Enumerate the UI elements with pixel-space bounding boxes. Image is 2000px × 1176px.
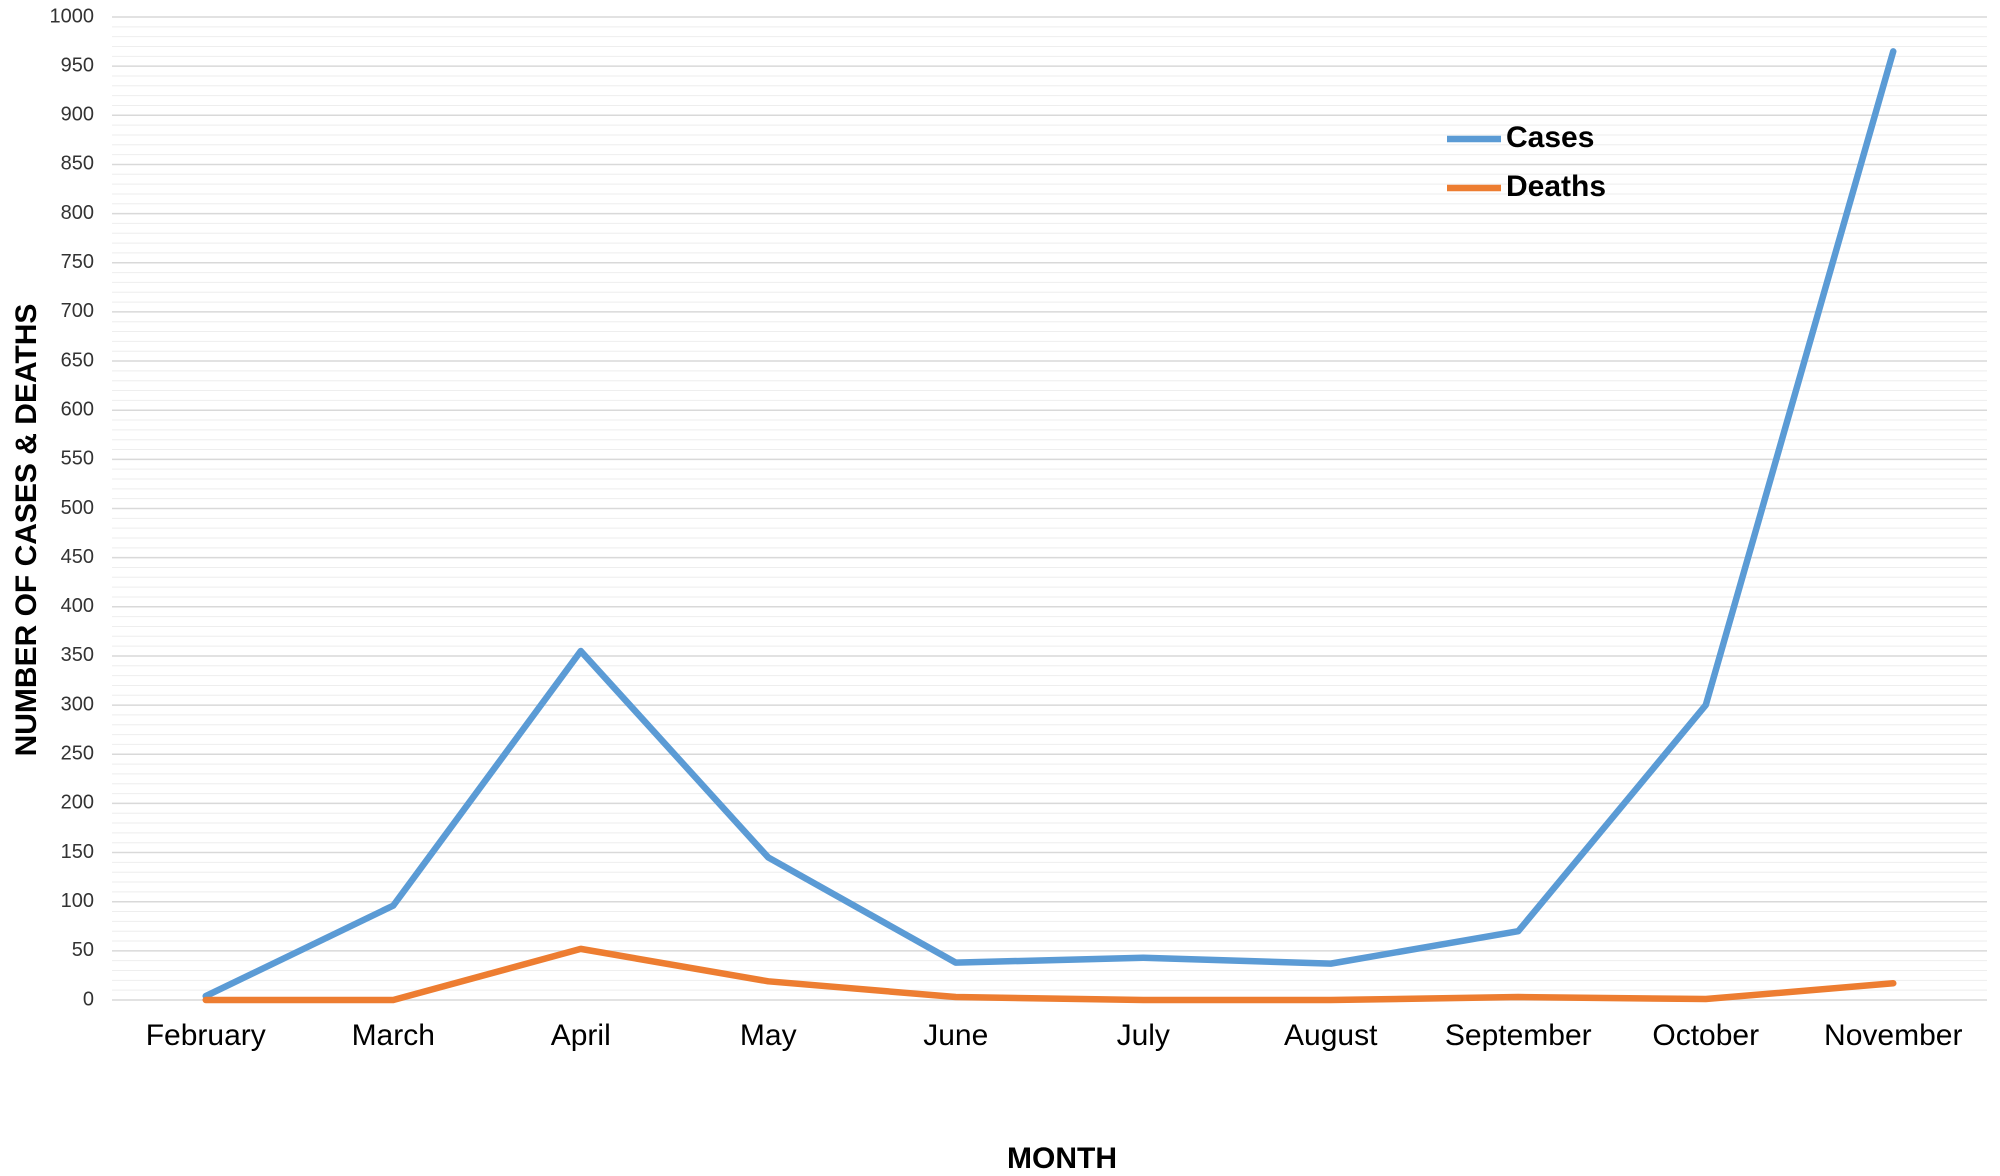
y-tick-label: 900 <box>61 104 94 126</box>
x-tick-label: July <box>1117 1019 1170 1052</box>
x-tick-label: March <box>352 1019 435 1052</box>
y-tick-label: 300 <box>61 693 94 715</box>
legend-label: Deaths <box>1506 170 1606 203</box>
y-axis-title: NUMBER OF CASES & DEATHS <box>10 304 43 757</box>
y-tick-label: 200 <box>61 792 94 814</box>
y-tick-label: 950 <box>61 54 94 76</box>
x-tick-label: June <box>923 1019 988 1052</box>
y-tick-label: 450 <box>61 546 94 568</box>
x-tick-label: August <box>1284 1019 1378 1052</box>
x-axis-title: MONTH <box>1007 1142 1117 1175</box>
x-tick-label: November <box>1824 1019 1962 1052</box>
y-tick-label: 150 <box>61 841 94 863</box>
y-tick-label: 400 <box>61 595 94 617</box>
y-tick-label: 750 <box>61 251 94 273</box>
y-tick-label: 500 <box>61 497 94 519</box>
line-series <box>202 48 1897 1000</box>
y-tick-label: 650 <box>61 349 94 371</box>
y-tick-label: 550 <box>61 448 94 470</box>
y-tick-label: 350 <box>61 644 94 666</box>
y-tick-label: 50 <box>72 939 94 961</box>
x-tick-label: September <box>1445 1019 1592 1052</box>
y-tick-label: 100 <box>61 890 94 912</box>
y-tick-label: 250 <box>61 743 94 765</box>
y-tick-label: 850 <box>61 153 94 175</box>
line-series <box>202 945 1897 1004</box>
x-tick-label: October <box>1652 1019 1759 1052</box>
x-tick-label: February <box>146 1019 266 1052</box>
y-tick-label: 700 <box>61 300 94 322</box>
legend-label: Cases <box>1506 121 1594 154</box>
y-tick-label: 600 <box>61 398 94 420</box>
x-tick-label: May <box>740 1019 797 1052</box>
y-tick-label: 800 <box>61 202 94 224</box>
y-tick-label: 1000 <box>50 5 95 27</box>
x-tick-label: April <box>551 1019 611 1052</box>
y-tick-label: 0 <box>83 988 94 1010</box>
